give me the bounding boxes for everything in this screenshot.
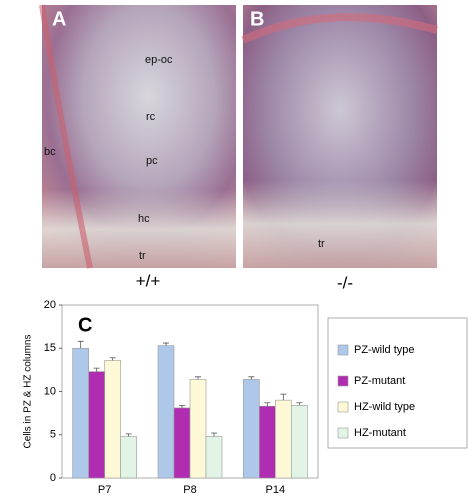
error-bar [264, 402, 271, 407]
bar [72, 347, 89, 479]
bar [205, 436, 223, 479]
bar [259, 405, 276, 479]
y-tick-label: 10 [44, 385, 56, 397]
legend-swatch [337, 344, 349, 356]
legend-label: PZ-mutant [354, 375, 405, 387]
panel-label: B [250, 8, 264, 30]
legend-swatch [337, 401, 349, 413]
annotation: pc [146, 155, 158, 167]
panel-label: C [78, 314, 92, 336]
error-bar [77, 340, 84, 349]
bar [243, 379, 260, 479]
annotation: tr [318, 238, 325, 250]
error-bar [280, 393, 287, 401]
bar [157, 345, 175, 479]
legend-label: HZ-wild type [354, 401, 415, 413]
bar [173, 407, 191, 479]
panel-b-image [241, 5, 439, 268]
bar [104, 360, 121, 479]
error-bar [93, 367, 100, 372]
annotation: rc [146, 111, 156, 123]
panel-a-image [39, 4, 236, 269]
legend-swatch [337, 375, 349, 387]
bar [88, 371, 105, 479]
annotation: ep-oc [145, 54, 173, 66]
x-tick-label: P7 [98, 484, 111, 496]
error-bar [125, 433, 132, 437]
error-bar [163, 342, 169, 346]
error-bar [109, 357, 116, 361]
error-bar [179, 404, 185, 408]
chart: Cells in PZ & HZ columns C 0 5 10 15 20 P7 P8 P14… [23, 299, 468, 496]
legend-swatch [337, 427, 349, 439]
annotation: bc [44, 146, 56, 158]
genotype: -/- [337, 273, 353, 292]
y-axis-label: Cells in PZ & HZ columns [23, 335, 34, 449]
bar [120, 436, 137, 479]
genotype: +/+ [136, 271, 161, 290]
x-tick-label: P8 [183, 484, 196, 496]
bar [189, 379, 207, 479]
y-tick-label: 20 [44, 299, 56, 311]
y-tick-label: 0 [50, 472, 56, 484]
panel-label: A [52, 8, 66, 30]
error-bar [211, 432, 217, 437]
bar [275, 399, 292, 479]
bar [291, 405, 308, 479]
y-tick-label: 5 [50, 429, 56, 441]
annotation: hc [138, 213, 150, 225]
error-bar [195, 376, 201, 380]
legend [327, 317, 468, 449]
x-tick-label: P14 [266, 484, 286, 496]
legend-label: PZ-wild type [354, 344, 415, 356]
annotation: tr [139, 250, 146, 262]
legend-label: HZ-mutant [354, 427, 406, 439]
y-tick-label: 15 [44, 342, 56, 354]
error-bar [248, 376, 255, 380]
error-bar [296, 402, 303, 406]
